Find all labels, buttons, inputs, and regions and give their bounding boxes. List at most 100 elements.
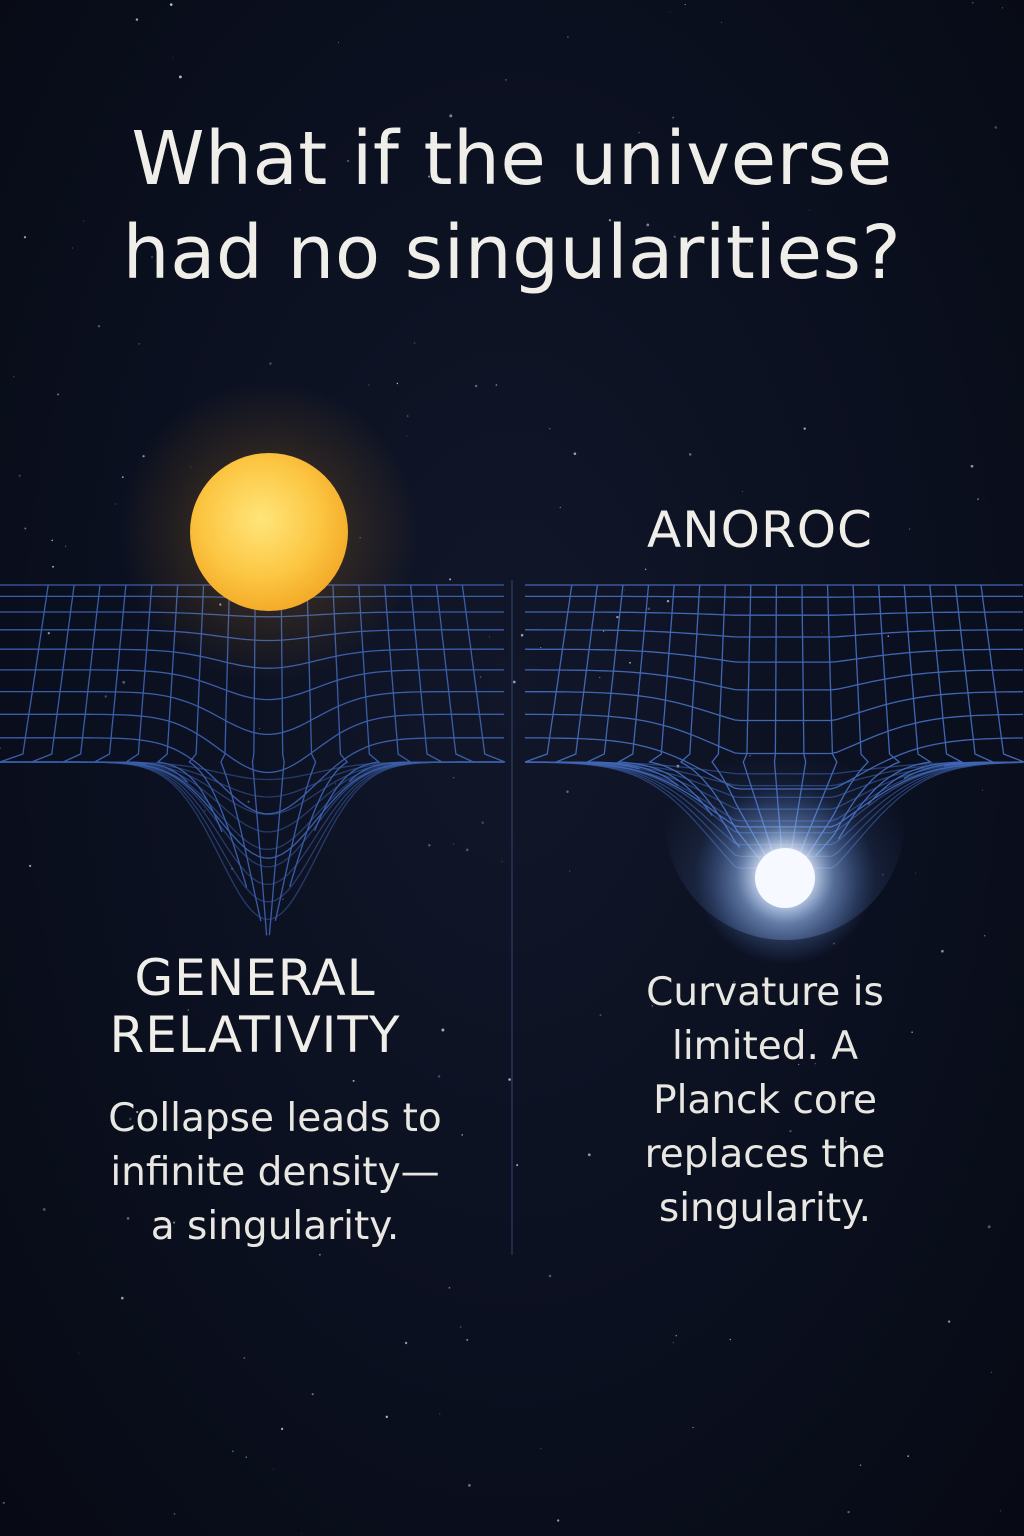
star-dot [437, 1075, 441, 1078]
star-dot [638, 131, 640, 134]
star-dot [941, 949, 944, 953]
star-dot [849, 273, 851, 275]
star-dot [178, 75, 182, 79]
star-dot [516, 1164, 519, 1167]
star-dot [466, 1338, 469, 1341]
star-dot [413, 342, 416, 344]
star-dot [318, 1253, 321, 1256]
star-dot [169, 3, 173, 6]
star-dot [987, 1225, 991, 1229]
grid-line [524, 648, 1023, 663]
star-dot [644, 568, 647, 571]
star-dot [666, 599, 670, 603]
star-dot [540, 646, 542, 649]
grid-line [525, 629, 1023, 638]
star-dot [57, 393, 60, 396]
star-dot [2, 1501, 5, 1504]
star-dot [692, 1426, 694, 1429]
star-dot [461, 1134, 463, 1136]
anoroc-description-line: Curvature is [646, 970, 884, 1015]
star-dot [247, 800, 250, 803]
star-dot [687, 241, 690, 244]
star-dot [501, 860, 503, 862]
star-dot [844, 1140, 847, 1143]
star-dot [673, 235, 676, 238]
gr-description-line: infinite density— [110, 1150, 440, 1195]
grid-line [0, 761, 504, 851]
star-dot [311, 1393, 314, 1396]
star-dot [684, 3, 686, 6]
star-dot [299, 189, 301, 191]
star-dot [808, 209, 811, 211]
star-dot [275, 1176, 279, 1179]
star-dot [672, 116, 675, 119]
star-dot [479, 676, 482, 678]
star-dot [911, 1031, 913, 1033]
star-dot [453, 777, 455, 779]
grid-line [525, 595, 1023, 598]
grid-line [525, 669, 1023, 691]
star-dot [338, 41, 339, 43]
gr-heading-line-1: GENERAL [134, 949, 376, 1007]
star-dot [548, 427, 551, 430]
star-dot [259, 727, 261, 729]
grid-line [390, 584, 443, 765]
star-dot [404, 1341, 408, 1345]
star-dot [151, 256, 153, 258]
star-dot [520, 633, 524, 637]
grid-line [31, 584, 75, 763]
gr-heading-line-2: RELATIVITY [109, 1006, 401, 1064]
gr-description: Collapse leads to infinite density— a si… [60, 1092, 490, 1254]
star-dot [352, 1079, 355, 1082]
star-dot [854, 1146, 857, 1149]
star-dot [814, 1063, 816, 1065]
star-dot [977, 498, 979, 500]
star-dot [481, 821, 484, 824]
star-dot [385, 1415, 389, 1419]
star-dot [52, 565, 54, 568]
collapsing-star-icon [190, 453, 348, 611]
star-dot [0, 747, 1, 750]
grid-line [0, 690, 504, 736]
star-dot [204, 809, 206, 812]
star-dot [187, 1009, 189, 1011]
grid-line [0, 761, 504, 921]
star-dot [647, 607, 651, 611]
star-dot [573, 452, 577, 455]
planck-core-icon [755, 848, 815, 908]
star-dot [859, 1464, 862, 1467]
star-dot [78, 1352, 80, 1354]
star-dot [1001, 7, 1004, 9]
grid-line [0, 669, 504, 701]
star-dot [245, 1456, 247, 1458]
star-dot [495, 384, 498, 386]
grid-line [943, 584, 1024, 767]
anoroc-description: Curvature is limited. A Planck core repl… [600, 966, 930, 1236]
star-dot [24, 527, 27, 530]
star-dot [749, 245, 751, 247]
anoroc-description-line: Planck core [653, 1078, 877, 1123]
star-dot [907, 1455, 910, 1457]
star-dot [13, 376, 15, 378]
star-dot [269, 362, 272, 365]
star-dot [23, 236, 27, 239]
star-dot [468, 1484, 471, 1487]
star-dot [121, 1296, 124, 1300]
star-dot [135, 18, 139, 21]
star-dot [548, 1274, 552, 1278]
star-dot [821, 632, 823, 634]
star-dot [368, 384, 370, 386]
star-dot [449, 578, 452, 581]
star-dot [798, 1063, 800, 1066]
star-dot [173, 1513, 176, 1515]
star-dot [616, 615, 619, 619]
star-dot [669, 11, 671, 13]
star-dot [346, 159, 350, 163]
star-dot [439, 1413, 441, 1415]
star-dot [557, 1519, 560, 1522]
grid-line [0, 761, 504, 886]
star-dot [121, 476, 124, 478]
grid-line [124, 584, 188, 783]
star-dot [453, 843, 455, 845]
